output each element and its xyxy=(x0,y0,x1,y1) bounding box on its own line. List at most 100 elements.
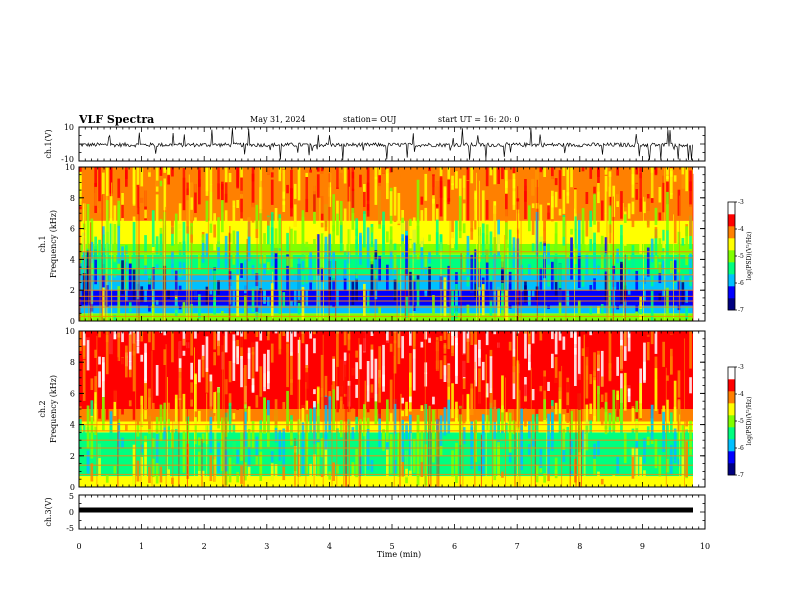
spectrogram-streak xyxy=(593,193,596,225)
spectrogram-impulse xyxy=(396,265,398,321)
spectrogram-streak xyxy=(620,373,623,403)
spectrogram-streak xyxy=(551,353,554,369)
spectrogram-streak xyxy=(343,208,347,251)
spectrogram-band xyxy=(79,244,693,255)
spectrogram-streak xyxy=(389,331,393,344)
spectrogram-streak xyxy=(221,167,224,185)
spectrogram-impulse xyxy=(138,206,140,321)
spectrogram-streak xyxy=(132,167,136,206)
colorbar-segment xyxy=(728,403,735,416)
ch3-ytick-top: 5 xyxy=(69,492,74,501)
spectrogram-streak xyxy=(305,372,309,394)
spectrogram-streak xyxy=(401,241,404,253)
spectrogram-streak xyxy=(489,204,493,220)
spectrogram-streak xyxy=(604,349,608,389)
spectrogram-streak xyxy=(412,333,416,340)
spectrogram-streak xyxy=(374,176,378,205)
spectrogram-streak xyxy=(121,204,124,219)
spectrogram-streak xyxy=(151,402,155,417)
spectrogram-streak xyxy=(151,438,155,447)
spectrogram-streak xyxy=(451,340,454,353)
spectrogram-streak xyxy=(297,419,301,455)
spectrogram-streak xyxy=(144,235,147,253)
spectrogram-streak xyxy=(501,167,504,180)
spectrogram-streak xyxy=(132,332,136,356)
spectrogram-streak xyxy=(128,184,132,206)
spectrogram-streak xyxy=(447,331,451,333)
colorbar-label: log(PSD)(V²/Hz) xyxy=(746,232,753,281)
spectrogram-streak xyxy=(551,176,554,194)
spectrogram-streak xyxy=(86,337,90,371)
spectrogram-streak xyxy=(681,238,685,246)
spectrogram-streak xyxy=(355,416,358,440)
spectrogram-streak xyxy=(409,271,412,296)
spectrogram-streak xyxy=(313,239,316,249)
spectrogram-impulse xyxy=(536,179,538,321)
spectrogram-streak xyxy=(646,426,650,468)
spectrogram-streak xyxy=(267,297,270,310)
spectrogram-streak xyxy=(420,196,424,205)
spectrogram-streak xyxy=(600,235,604,265)
spectrogram-streak xyxy=(324,396,328,406)
spectrogram-streak xyxy=(670,412,673,447)
spectrogram-streak xyxy=(501,250,504,268)
spectrogram-streak xyxy=(132,404,136,420)
spectrogram-streak xyxy=(205,336,209,372)
spectrogram-streak xyxy=(190,449,193,468)
spectrogram-streak xyxy=(646,331,650,336)
spectrogram-streak xyxy=(620,174,623,184)
spectrogram-streak xyxy=(650,238,654,269)
spectrogram-streak xyxy=(409,414,412,456)
spectrogram-streak xyxy=(566,167,570,196)
spectrogram-streak xyxy=(650,290,654,321)
spectrogram-streak xyxy=(328,172,332,207)
narrowband-line xyxy=(79,289,693,291)
time-tick-label: 5 xyxy=(389,542,394,551)
spectrogram-streak xyxy=(182,393,186,423)
spectrogram-streak xyxy=(597,385,600,422)
spectrogram-streak xyxy=(282,331,286,336)
spectrogram-streak xyxy=(128,400,132,407)
spectrogram-streak xyxy=(113,224,117,264)
spectrogram-streak xyxy=(140,169,144,211)
freq-tick-label: 0 xyxy=(70,317,75,326)
spectrogram-impulse xyxy=(162,179,164,321)
station-label: station= OUJ xyxy=(343,115,396,124)
spectrogram-streak xyxy=(270,343,274,363)
spectrogram-streak xyxy=(600,304,604,314)
spectrogram-streak xyxy=(585,331,589,366)
spectrogram-streak xyxy=(505,331,508,345)
spectrogram-streak xyxy=(247,466,251,479)
spectrogram-streak xyxy=(689,331,692,369)
spectrogram-streak xyxy=(393,460,397,474)
spectrogram-streak xyxy=(351,191,355,230)
spectrogram-streak xyxy=(263,265,266,304)
spectrogram-impulse xyxy=(246,238,248,321)
spectrogram-streak xyxy=(167,203,170,210)
spectrogram-streak xyxy=(363,332,366,352)
spectrogram-impulse xyxy=(664,168,666,321)
spectrogram-streak xyxy=(524,281,527,303)
spectrogram-streak xyxy=(332,225,335,261)
spectrogram-streak xyxy=(278,274,282,314)
spectrogram-streak xyxy=(155,433,159,471)
spectrogram-streak xyxy=(201,371,205,399)
spectrogram-streak xyxy=(670,444,673,475)
spectrogram-streak xyxy=(316,234,320,276)
spectrogram-streak xyxy=(428,352,431,364)
colorbar-tick-label: -4 xyxy=(738,226,744,233)
spectrogram-impulse xyxy=(408,210,410,321)
spectrogram-impulse xyxy=(606,191,608,321)
spectrogram-streak xyxy=(520,264,523,292)
spectrogram-streak xyxy=(163,419,167,440)
spectrogram-streak xyxy=(236,346,239,365)
spectrogram-streak xyxy=(470,331,474,345)
spectrogram-streak xyxy=(309,252,312,268)
spectrogram-streak xyxy=(554,178,558,186)
spectrogram-streak xyxy=(159,445,163,459)
spectrogram-streak xyxy=(171,364,174,373)
spectrogram-streak xyxy=(386,264,389,303)
spectrogram-streak xyxy=(282,465,286,481)
spectrogram-streak xyxy=(290,352,293,383)
spectrogram-streak xyxy=(589,403,593,414)
